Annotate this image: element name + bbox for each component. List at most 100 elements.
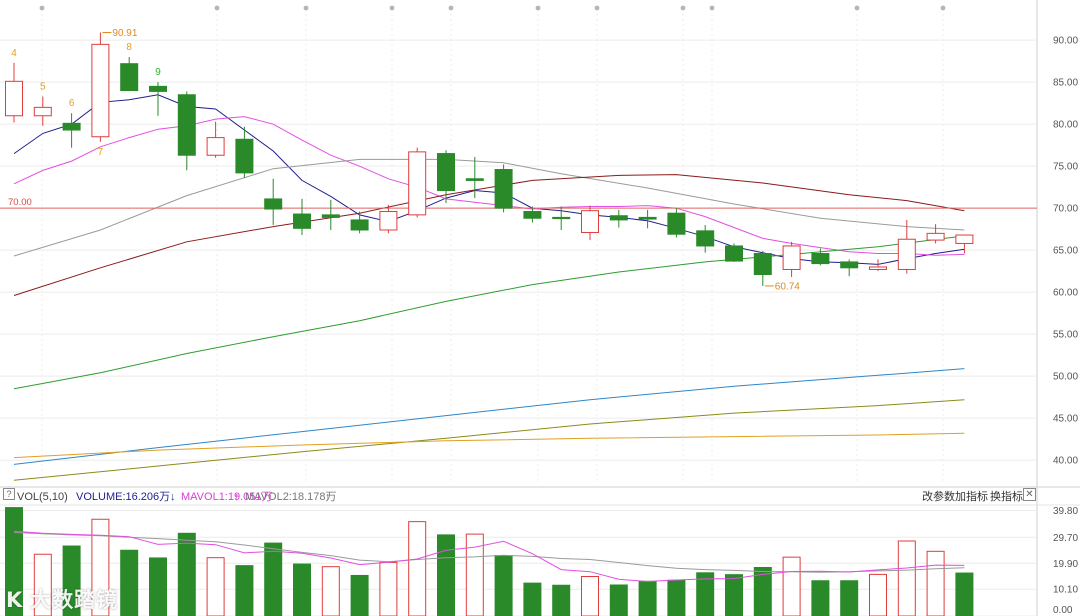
volume-bar bbox=[264, 542, 283, 616]
candle-body bbox=[955, 234, 974, 244]
candle-body bbox=[437, 153, 455, 192]
moving-average-line-ma120 bbox=[13, 368, 965, 465]
candle-body bbox=[897, 238, 916, 270]
moving-average-line-ma30 bbox=[13, 174, 965, 296]
volume-bar bbox=[494, 555, 513, 616]
candle-body bbox=[350, 219, 369, 231]
volume-bar bbox=[609, 584, 628, 616]
time-marker-dot bbox=[680, 5, 686, 11]
price-tick-label: 55.00 bbox=[1053, 330, 1078, 341]
candle-body bbox=[696, 230, 715, 247]
candle-body bbox=[667, 212, 686, 235]
candle-body bbox=[206, 137, 225, 156]
price-tick-label: 85.00 bbox=[1053, 78, 1078, 89]
moving-average-line-ma60 bbox=[13, 235, 965, 390]
time-marker-dot bbox=[389, 5, 395, 11]
volume-bar bbox=[149, 557, 167, 616]
volume-bar bbox=[408, 521, 427, 616]
volume-bar bbox=[321, 566, 340, 616]
watermark-text: 大数踏镜 bbox=[30, 589, 119, 612]
candle-body bbox=[753, 253, 772, 276]
sequence-annotation: 5 bbox=[40, 81, 46, 92]
volume-bar bbox=[350, 574, 369, 616]
extreme-arrow-icon: ← bbox=[775, 288, 776, 290]
candle-body bbox=[465, 178, 484, 181]
mavol1-up-arrow-icon: ↑ bbox=[234, 491, 240, 503]
time-marker-dot bbox=[594, 5, 600, 11]
extreme-label: 90.91 bbox=[112, 28, 137, 39]
candle-body bbox=[552, 216, 571, 220]
edit-params-button[interactable]: 改参数 bbox=[922, 491, 955, 503]
price-tick-label: 45.00 bbox=[1053, 414, 1078, 425]
extreme-arrow-icon: ← bbox=[112, 35, 113, 37]
mavol1-line bbox=[13, 530, 965, 583]
volume-bar bbox=[437, 534, 455, 616]
time-marker-dot bbox=[535, 5, 541, 11]
volume-bar bbox=[177, 532, 196, 616]
volume-tick-label: 29.70 bbox=[1053, 533, 1078, 544]
volume-bar bbox=[638, 580, 657, 616]
candle-body bbox=[523, 211, 542, 219]
candle-body bbox=[811, 253, 830, 265]
volume-bar bbox=[5, 507, 23, 616]
volume-down-arrow-icon: ↓ bbox=[170, 491, 176, 503]
volume-bar bbox=[206, 557, 225, 616]
sequence-annotation: 9 bbox=[155, 67, 161, 78]
volume-value: VOLUME:16.206万 bbox=[76, 491, 171, 503]
volume-bar bbox=[379, 561, 398, 616]
close-icon[interactable]: ✕ bbox=[1023, 488, 1036, 501]
time-marker-dot bbox=[448, 5, 454, 11]
candle-body bbox=[782, 245, 801, 270]
moving-average-line-ma20 bbox=[13, 158, 965, 257]
watermark: K 大数踏镜 bbox=[6, 584, 118, 614]
volume-bar bbox=[33, 553, 52, 616]
candle-body bbox=[91, 43, 110, 138]
moving-average-line-ma5 bbox=[13, 94, 965, 265]
volume-bar bbox=[782, 556, 801, 616]
price-tick-label: 75.00 bbox=[1053, 162, 1078, 173]
price-tick-label: 70.00 bbox=[1053, 204, 1078, 215]
moving-average-line-ma500 bbox=[13, 432, 965, 459]
mavol2-value: MAVOL2:18.178万 bbox=[245, 491, 337, 503]
moving-average-line-ma250 bbox=[13, 399, 965, 481]
volume-tick-label: 39.80 bbox=[1053, 506, 1078, 517]
candle-body bbox=[177, 94, 196, 156]
price-tick-label: 50.00 bbox=[1053, 372, 1078, 383]
candle-body bbox=[235, 138, 254, 174]
volume-bar bbox=[955, 572, 974, 616]
volume-bar bbox=[120, 549, 139, 616]
volume-indicator-bar: ? VOL(5,10) VOLUME:16.206万 ↓ MAVOL1:19.0… bbox=[0, 488, 1080, 506]
candle-body bbox=[408, 151, 427, 216]
candle-body bbox=[149, 85, 167, 92]
sequence-annotation: 6 bbox=[69, 98, 75, 109]
candle-body bbox=[5, 80, 23, 117]
price-tick-label: 90.00 bbox=[1053, 36, 1078, 47]
switch-indicator-button[interactable]: 换指标 bbox=[990, 491, 1023, 503]
vol-indicator-label: VOL(5,10) bbox=[17, 491, 68, 503]
extreme-label: 60.74 bbox=[775, 281, 800, 292]
volume-bar bbox=[667, 579, 686, 616]
watermark-logo: K bbox=[6, 588, 24, 612]
price-tick-label: 60.00 bbox=[1053, 288, 1078, 299]
volume-bar bbox=[552, 584, 571, 616]
time-marker-dot bbox=[940, 5, 946, 11]
volume-bar bbox=[840, 580, 859, 616]
price-level-label: 70.00 bbox=[8, 197, 32, 208]
volume-bar bbox=[869, 573, 887, 616]
volume-bar bbox=[725, 574, 743, 616]
candle-body bbox=[264, 198, 283, 210]
volume-bar bbox=[523, 582, 542, 616]
time-marker-dot bbox=[214, 5, 220, 11]
volume-bar bbox=[235, 565, 254, 616]
candle-body bbox=[321, 214, 340, 218]
candle-body bbox=[494, 169, 513, 209]
add-indicator-button[interactable]: 加指标 bbox=[955, 491, 988, 503]
volume-bar bbox=[811, 580, 830, 616]
volume-tick-label: 0.00 bbox=[1053, 605, 1073, 616]
mavol2-up-arrow-icon: ↑ bbox=[325, 491, 331, 503]
candle-body bbox=[120, 63, 139, 92]
help-icon[interactable]: ? bbox=[3, 488, 15, 500]
time-marker-dot bbox=[39, 5, 45, 11]
time-marker-dot bbox=[709, 5, 715, 11]
